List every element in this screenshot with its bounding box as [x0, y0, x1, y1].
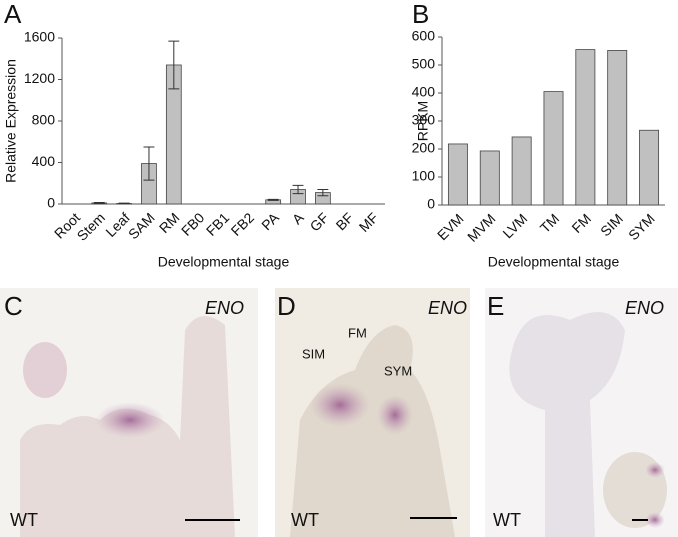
y-tick-label: 200	[412, 140, 436, 156]
y-tick-label: 500	[412, 56, 436, 72]
error-bar	[168, 40, 180, 90]
panel-label: B	[412, 0, 429, 29]
error-bar	[267, 198, 279, 201]
y-tick-label: 1200	[24, 70, 55, 86]
error-bar	[143, 146, 155, 181]
y-tick-label: 300	[412, 112, 436, 128]
x-tick-label: FB0	[178, 209, 208, 239]
x-tick-label: GF	[307, 209, 332, 234]
x-tick-label: Stem	[74, 209, 108, 243]
error-bar	[118, 202, 130, 205]
annotation: FM	[348, 325, 367, 340]
genotype-label: WT	[493, 510, 521, 530]
bar	[639, 129, 660, 206]
panel-label: C	[4, 291, 23, 321]
y-tick-label: 800	[32, 112, 56, 128]
micrograph-d	[275, 288, 470, 537]
x-tick-label: FM	[568, 210, 594, 236]
gene-label: ENO	[428, 298, 467, 318]
bar	[575, 49, 596, 206]
error-bar	[317, 188, 329, 197]
x-tick-label: LVM	[499, 210, 530, 241]
x-tick-label: TM	[537, 210, 563, 236]
y-axis-label: RPKM	[415, 101, 431, 141]
x-axis-label: Developmental stage	[488, 254, 620, 270]
y-axis-label: Relative Expression	[3, 59, 19, 183]
micrograph-e	[485, 288, 678, 537]
x-tick-label: SYM	[625, 210, 658, 243]
gene-label: ENO	[205, 298, 244, 318]
y-tick-label: 0	[47, 195, 55, 211]
error-bar	[93, 201, 105, 204]
y-tick-label: 0	[427, 196, 435, 212]
annotation: SIM	[302, 346, 325, 361]
bar	[543, 91, 564, 206]
x-tick-label: MF	[356, 209, 382, 235]
x-tick-label: FB1	[203, 209, 233, 239]
bar	[607, 50, 628, 206]
gene-label: ENO	[625, 298, 664, 318]
panel-label: E	[487, 291, 504, 321]
y-tick-label: 600	[412, 28, 436, 44]
x-tick-label: RM	[156, 209, 183, 236]
micrograph-c	[0, 288, 258, 537]
y-tick-label: 1600	[24, 29, 55, 45]
x-tick-label: EVM	[434, 210, 467, 243]
x-tick-label: SAM	[125, 209, 158, 242]
genotype-label: WT	[10, 510, 38, 530]
x-tick-label: SIM	[597, 210, 626, 239]
panel-label: A	[4, 0, 22, 29]
bar	[511, 136, 532, 206]
x-tick-label: MVM	[464, 210, 498, 244]
x-axis-label: Developmental stage	[158, 254, 290, 270]
x-tick-label: PA	[258, 209, 282, 233]
panel-label: D	[277, 291, 296, 321]
bar	[479, 150, 500, 206]
x-tick-label: A	[289, 209, 307, 227]
y-tick-label: 100	[412, 168, 436, 184]
bar	[447, 143, 468, 206]
y-tick-label: 400	[412, 84, 436, 100]
x-tick-label: BF	[333, 209, 357, 233]
y-tick-label: 400	[32, 153, 56, 169]
x-tick-label: FB2	[228, 209, 258, 239]
annotation: SYM	[384, 363, 412, 378]
genotype-label: WT	[291, 510, 319, 530]
error-bar	[292, 184, 304, 195]
